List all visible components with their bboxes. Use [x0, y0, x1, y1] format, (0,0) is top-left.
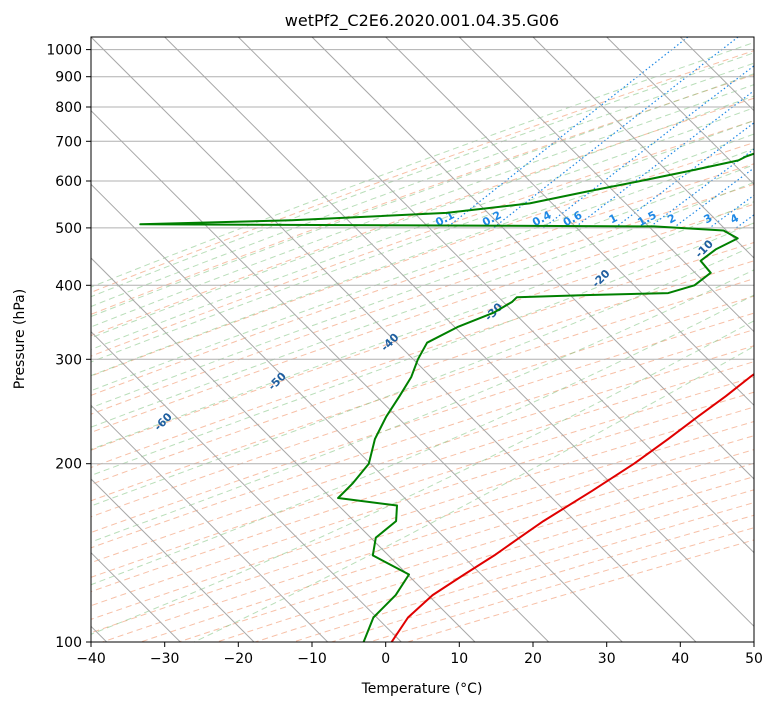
y-tick-label: 400: [55, 278, 82, 294]
chart-title: wetPf2_C2E6.2020.001.04.35.G06: [285, 11, 559, 31]
x-axis-title: Temperature (°C): [361, 681, 483, 697]
isotherm-line: [679, 37, 754, 112]
isotherm-line: [164, 37, 754, 628]
dry-adiabat: [91, 345, 754, 564]
sounding-line: [139, 152, 754, 642]
x-tick-label: −20: [224, 651, 254, 667]
dry-adiabats: [91, 50, 754, 642]
dry-adiabat: [91, 361, 754, 578]
y-tick-label: 900: [55, 70, 82, 86]
mixing-ratio-label: 2: [665, 211, 678, 226]
x-tick-label: −40: [76, 651, 106, 667]
y-tick-label: 300: [55, 352, 82, 368]
plot-frame: [90, 36, 755, 643]
moist-adiabat: [193, 345, 754, 642]
dry-adiabat: [140, 449, 754, 642]
y-tick-label: 1000: [46, 43, 82, 59]
isotherm-line: [91, 478, 255, 642]
x-tick-label: −10: [297, 651, 327, 667]
mixing-ratio-line: [573, 89, 754, 229]
y-tick-label: 200: [55, 457, 82, 473]
x-tick-label: −30: [150, 651, 180, 667]
skewed-isotherms: [91, 37, 754, 642]
mixing-ratio-line: [673, 167, 754, 229]
y-tick-label: 600: [55, 174, 82, 190]
dry-adiabat: [91, 183, 754, 415]
x-tick-label: 40: [671, 651, 689, 667]
isotherm-label: -50: [266, 369, 289, 392]
isotherm-line: [753, 37, 754, 38]
isotherm-line: [91, 257, 476, 642]
mixing-ratio-labels: 0.10.20.40.611.52346810131620253036: [433, 208, 775, 229]
y-axis: 100 200 300 400 500 600 700 800 900 1000: [46, 43, 91, 651]
mixing-ratio-label: 4: [728, 211, 741, 226]
dry-adiabat: [293, 502, 754, 642]
mixing-ratio-line: [614, 122, 754, 229]
moist-adiabat: [91, 95, 754, 339]
dry-adiabat: [102, 435, 754, 642]
moist-adiabat: [91, 73, 754, 318]
mixing-ratio-line: [735, 214, 754, 229]
isotherm-line: [91, 109, 623, 642]
isotherm-line: [458, 37, 754, 333]
isotherm-label: -70: [16, 471, 39, 494]
mixing-ratio-line: [493, 37, 739, 229]
isotherm-label: -20: [589, 267, 612, 290]
sounding-line: [390, 373, 754, 642]
x-tick-label: 20: [524, 651, 542, 667]
moist-adiabat: [91, 133, 754, 377]
x-axis: −40 −30 −20 −10 0 10 20 30 40 50: [76, 642, 763, 667]
isotherm-label: -40: [378, 330, 401, 353]
mixing-ratio-label: 1: [607, 211, 620, 226]
isotherm-line: [91, 37, 697, 642]
moist-adiabat: [91, 294, 754, 586]
isotherm-line: [532, 37, 754, 259]
dry-adiabat: [91, 97, 754, 337]
dry-adiabat: [91, 50, 754, 293]
x-tick-label: 30: [598, 651, 616, 667]
sounding-series: [139, 152, 754, 642]
dry-adiabat: [91, 329, 754, 549]
dry-adiabat: [91, 120, 754, 357]
isotherm-line: [237, 37, 754, 554]
isotherm-line: [91, 330, 402, 642]
moist-adiabat: [91, 62, 754, 308]
x-tick-label: 0: [381, 651, 390, 667]
dry-adiabat: [91, 163, 754, 396]
y-tick-label: 800: [55, 100, 82, 116]
isotherm-line: [91, 183, 550, 642]
y-axis-title: Pressure (hPa): [12, 289, 28, 389]
pressure-gridlines: [91, 49, 754, 642]
dry-adiabat: [91, 142, 754, 377]
mixing-ratio-lines: [446, 37, 754, 229]
moist-adiabat: [91, 181, 754, 428]
isotherm-line: [311, 37, 754, 480]
y-tick-label: 100: [55, 635, 82, 651]
isotherm-line: [385, 37, 754, 407]
moist-adiabat: [91, 320, 754, 635]
plot-area: -100-90-80-70-60-50-40-30-20-10010203040…: [16, 37, 775, 642]
moist-adiabat: [91, 222, 754, 477]
isotherm-label: -60: [152, 410, 175, 433]
moist-adiabat: [91, 84, 754, 328]
dry-adiabat: [178, 462, 754, 642]
y-tick-label: 700: [55, 134, 82, 150]
dry-adiabat: [216, 476, 754, 642]
y-tick-label: 500: [55, 221, 82, 237]
isotherm-line: [91, 404, 329, 642]
x-tick-label: 10: [450, 651, 468, 667]
moist-adiabat: [91, 52, 754, 298]
moist-adiabat: [91, 164, 754, 409]
x-tick-label: 50: [745, 651, 763, 667]
dry-adiabat: [255, 489, 754, 642]
mixing-ratio-line: [446, 37, 689, 229]
mixing-ratio-label: 3: [702, 211, 715, 226]
mixing-ratio-label: 6: [767, 211, 775, 226]
mixing-ratio-line: [543, 65, 754, 229]
isotherm-line: [606, 37, 754, 186]
